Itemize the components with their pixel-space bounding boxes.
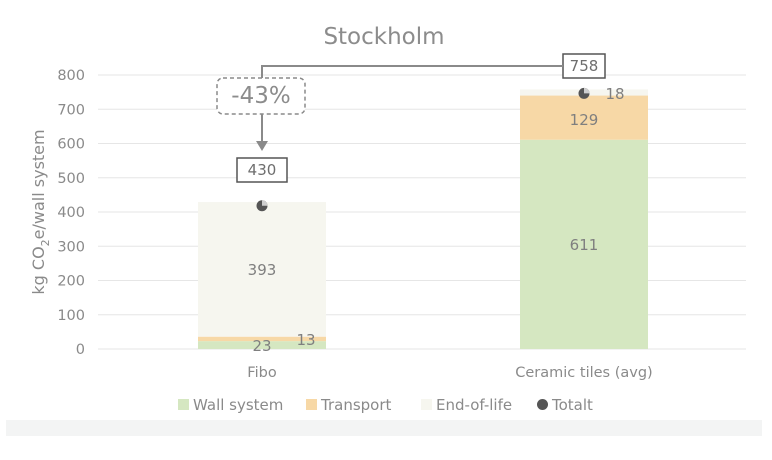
bar-transport-0: [198, 336, 326, 342]
y-tick-label: 100: [57, 308, 85, 324]
x-tick-label: Ceramic tiles (avg): [515, 365, 652, 381]
bar-wall-system-0: [198, 341, 326, 349]
chart-title: Stockholm: [323, 24, 444, 50]
reduction-callout: [216, 77, 306, 115]
total-label: 758: [570, 57, 599, 75]
total-marker-slice: [584, 87, 590, 94]
y-tick-label: 700: [57, 102, 85, 118]
data-label: 129: [570, 111, 599, 129]
y-tick-label: 0: [76, 342, 85, 358]
total-box: [562, 53, 606, 79]
arrow-head: [256, 141, 268, 151]
y-tick-label: 800: [57, 68, 85, 84]
legend-item-wall-system: Wall system: [178, 396, 283, 414]
y-ticks: 0 100 200 300 400 500 600 700 800: [57, 68, 85, 358]
legend-label: End-of-life: [436, 396, 512, 414]
legend-label: Wall system: [193, 396, 283, 414]
x-ticks: Fibo Ceramic tiles (avg): [247, 365, 652, 381]
legend-item-end-of-life: End-of-life: [421, 396, 512, 414]
legend-label: Transport: [320, 396, 392, 414]
legend-swatch: [178, 399, 189, 410]
legend: Wall system Transport End-of-life Totalt: [178, 396, 593, 414]
y-axis-label: kg CO2e/wall system: [29, 129, 52, 294]
y-tick-label: 200: [57, 274, 85, 290]
data-label: 13: [296, 331, 315, 349]
total-box: [236, 157, 288, 183]
legend-item-totalt: Totalt: [537, 396, 593, 414]
data-label: 23: [252, 337, 271, 355]
total-marker: [256, 200, 268, 212]
reduction-label: -43%: [231, 83, 290, 109]
y-tick-label: 400: [57, 205, 85, 221]
legend-label: Totalt: [551, 396, 593, 414]
bar-transport-1: [520, 95, 648, 140]
total-marker: [578, 87, 590, 99]
bar-end-of-life-0: [198, 202, 326, 337]
bar-wall-system-1: [520, 139, 648, 349]
footer-band: [6, 420, 762, 436]
legend-item-transport: Transport: [306, 396, 392, 414]
y-tick-label: 300: [57, 239, 85, 255]
annotations: 430 758 -43%: [216, 53, 606, 212]
bars: 23 13 393 611 129 18: [198, 85, 648, 355]
y-tick-label: 500: [57, 171, 85, 187]
legend-swatch: [537, 399, 548, 410]
total-label: 430: [248, 161, 277, 179]
x-tick-label: Fibo: [247, 365, 277, 381]
gridlines: [98, 74, 746, 350]
connector-line: [261, 65, 563, 78]
y-tick-label: 600: [57, 137, 85, 153]
legend-swatch: [421, 399, 432, 410]
legend-swatch: [306, 399, 317, 410]
data-label: 18: [605, 85, 624, 103]
total-marker-slice: [262, 200, 268, 206]
data-label: 393: [248, 261, 277, 279]
data-label: 611: [570, 236, 599, 254]
